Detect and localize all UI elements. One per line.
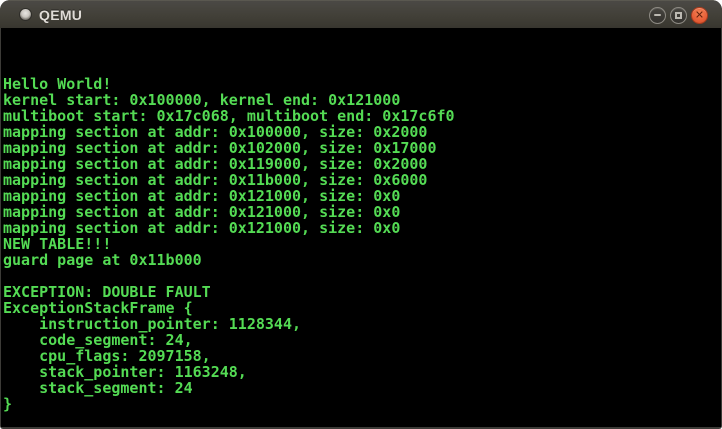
close-button[interactable]: ✕: [691, 6, 708, 24]
minimize-button[interactable]: [649, 6, 666, 24]
console-output: Hello World! kernel start: 0x100000, ker…: [3, 75, 455, 413]
window-title: QEMU: [39, 6, 83, 23]
guest-display[interactable]: Hello World! kernel start: 0x100000, ker…: [1, 28, 721, 427]
window-controls: ✕: [649, 1, 708, 29]
maximize-icon: [675, 11, 682, 19]
minimize-icon: [654, 14, 661, 16]
qemu-app-icon: [19, 8, 32, 21]
close-icon: ✕: [694, 8, 705, 21]
maximize-button[interactable]: [670, 6, 687, 24]
titlebar[interactable]: QEMU ✕: [0, 0, 722, 28]
